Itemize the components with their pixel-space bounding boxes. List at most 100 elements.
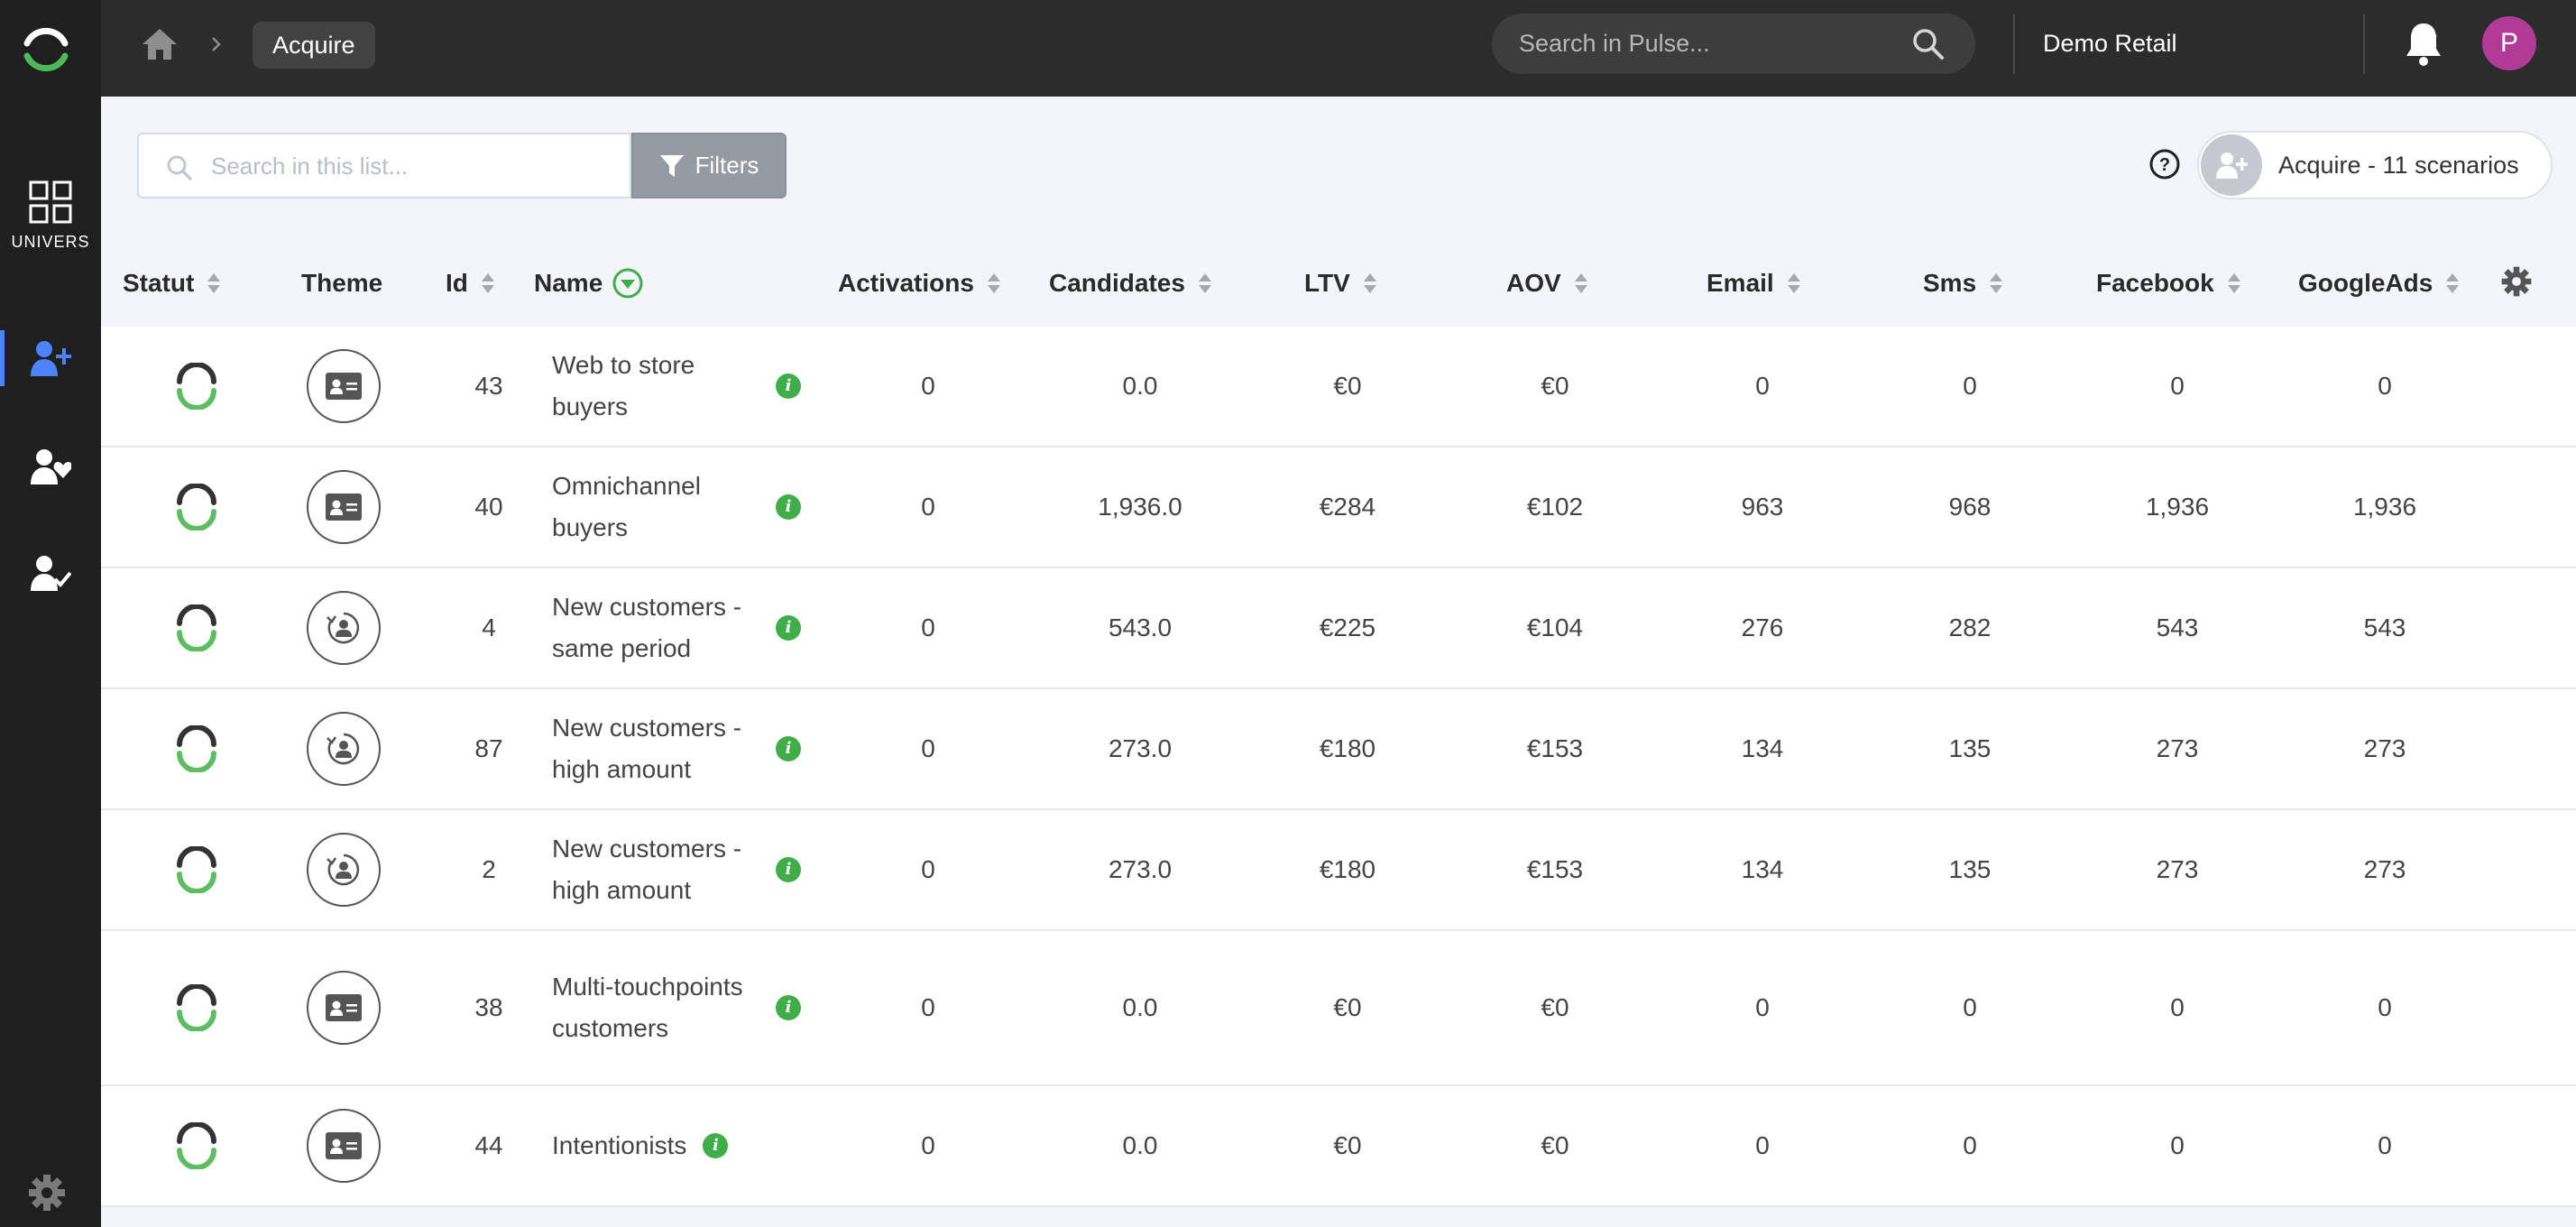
info-icon[interactable]: i [776, 736, 801, 761]
column-label: Name [534, 269, 603, 297]
add-user-icon [2201, 134, 2262, 196]
home-icon[interactable] [141, 27, 179, 61]
cell-sms: 0 [1963, 1131, 1977, 1159]
filters-button[interactable]: Filters [631, 133, 787, 198]
column-header-facebook[interactable]: Facebook [2096, 267, 2241, 300]
cell-activations: 0 [921, 614, 935, 641]
info-icon[interactable]: i [776, 995, 801, 1020]
table-row[interactable]: 40 Omnichannel buyers i 0 1,936.0 €284 €102 963… [101, 447, 2576, 568]
row-name[interactable]: Multi-touchpoints customers [552, 973, 743, 1042]
column-label: AOV [1506, 269, 1561, 297]
id-card-icon [307, 971, 381, 1045]
sort-icon [2227, 273, 2240, 293]
scenarios-button[interactable]: Acquire - 11 scenarios [2197, 131, 2553, 199]
column-settings-gear-icon[interactable] [2500, 265, 2533, 298]
sidebar-item-univers[interactable]: UNIVERS [0, 180, 101, 252]
column-header-googleads[interactable]: GoogleAds [2298, 267, 2460, 300]
add-user-icon [31, 341, 71, 376]
recurring-user-icon [307, 712, 381, 786]
column-header-id[interactable]: Id [446, 267, 495, 300]
column-header-sms[interactable]: Sms [1923, 267, 2003, 300]
sort-icon [481, 273, 494, 293]
column-label: Facebook [2096, 269, 2214, 297]
info-icon[interactable]: i [776, 857, 801, 882]
column-header-statut[interactable]: Statut [123, 267, 221, 300]
help-icon[interactable]: ? [2148, 148, 2181, 180]
cell-candidates: 0.0 [1122, 372, 1158, 400]
table-row[interactable]: 87 New customers - high amount i 0 273.0 €180… [101, 689, 2576, 810]
column-label: Statut [123, 269, 195, 297]
row-id: 4 [482, 614, 496, 641]
column-label: Activations [838, 269, 974, 297]
divider [2363, 14, 2365, 74]
row-name[interactable]: New customers - high amount [552, 714, 742, 783]
cell-email: 0 [1755, 372, 1770, 400]
column-header-aov[interactable]: AOV [1506, 267, 1588, 300]
sidebar-item-acquire[interactable] [0, 339, 101, 377]
column-header-activations[interactable]: Activations [838, 267, 1001, 300]
avatar[interactable]: P [2482, 16, 2536, 70]
sidebar: UNIVERS [0, 0, 101, 1227]
sort-icon [1198, 273, 1211, 293]
status-spinner-icon [164, 810, 229, 929]
table-row[interactable]: 38 Multi-touchpoints customers i 0 0.0 €0 €0 0 0… [101, 931, 2576, 1086]
cell-ltv: €0 [1333, 1131, 1362, 1159]
cell-activations: 0 [921, 493, 935, 521]
search-icon[interactable] [1912, 28, 1945, 60]
row-name[interactable]: New customers - same period [552, 593, 742, 662]
cell-sms: 135 [1948, 734, 1992, 762]
column-label: Theme [301, 269, 383, 297]
global-search-input[interactable] [1519, 14, 1898, 74]
cell-googleads: 543 [2363, 614, 2406, 641]
settings-gear-icon[interactable] [27, 1173, 67, 1213]
table-row[interactable]: 2 New customers - high amount i 0 273.0 €180 €… [101, 810, 2576, 931]
cell-candidates: 0.0 [1122, 1131, 1158, 1159]
cell-sms: 135 [1948, 855, 1992, 883]
cell-aov: €0 [1541, 1131, 1569, 1159]
row-name[interactable]: Web to store buyers [552, 351, 695, 420]
sort-icon [207, 273, 221, 293]
column-header-name[interactable]: Name [534, 267, 644, 300]
breadcrumb[interactable]: Acquire [253, 22, 375, 69]
cell-activations: 0 [921, 1131, 935, 1159]
row-id: 44 [474, 1131, 503, 1159]
cell-candidates: 0.0 [1122, 993, 1158, 1021]
table-row[interactable]: 44 Intentionists i 0 0.0 €0 €0 0 0 0 0 [101, 1086, 2576, 1207]
row-name[interactable]: New customers - high amount [552, 835, 742, 904]
cell-ltv: €225 [1319, 614, 1376, 641]
column-header-candidates[interactable]: Candidates [1049, 267, 1212, 300]
status-spinner-icon [164, 327, 229, 446]
info-icon[interactable]: i [703, 1133, 729, 1158]
table-row[interactable]: 43 Web to store buyers i 0 0.0 €0 €0 0 0 0 0 [101, 327, 2576, 447]
info-icon[interactable]: i [776, 374, 801, 399]
column-header-email[interactable]: Email [1707, 267, 1801, 300]
cell-sms: 0 [1963, 372, 1977, 400]
cell-ltv: €0 [1333, 993, 1362, 1021]
info-icon[interactable]: i [776, 494, 801, 520]
row-id: 43 [474, 372, 503, 400]
app-logo[interactable] [18, 22, 74, 78]
status-spinner-icon [164, 689, 229, 808]
bell-icon[interactable] [2404, 20, 2443, 67]
sidebar-item-convert[interactable] [0, 554, 101, 592]
column-label: Id [446, 269, 468, 297]
svg-text:?: ? [2159, 155, 2170, 175]
cell-aov: €0 [1541, 372, 1569, 400]
row-name[interactable]: Omnichannel buyers [552, 472, 701, 541]
cell-email: 963 [1741, 493, 1784, 521]
info-icon[interactable]: i [776, 615, 801, 641]
list-search-input[interactable] [211, 134, 617, 198]
table-row[interactable]: 4 New customers - same period i 0 543.0 €225 €… [101, 568, 2576, 689]
cell-email: 0 [1755, 1131, 1770, 1159]
filter-icon [659, 154, 684, 177]
recurring-user-icon [307, 833, 381, 907]
cell-email: 134 [1741, 734, 1784, 762]
sort-icon [1990, 273, 2003, 293]
sidebar-item-retain[interactable] [0, 447, 101, 485]
row-name[interactable]: Intentionists [552, 1131, 687, 1159]
cell-googleads: 0 [2378, 1131, 2392, 1159]
status-spinner-icon [164, 447, 229, 567]
cell-candidates: 273.0 [1108, 855, 1173, 883]
column-header-ltv[interactable]: LTV [1304, 267, 1377, 300]
cell-aov: €153 [1526, 734, 1584, 762]
